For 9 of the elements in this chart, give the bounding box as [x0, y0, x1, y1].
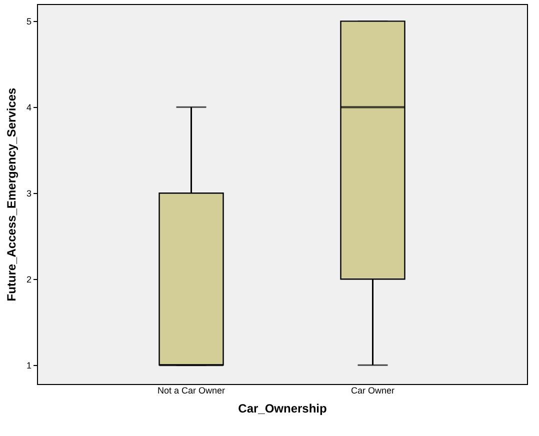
y-tick-label: 3	[26, 188, 32, 199]
x-tick-label: Car Owner	[350, 386, 394, 396]
y-tick-label: 4	[26, 102, 32, 113]
y-tick-label: 2	[26, 274, 32, 285]
y-axis-title: Future_Access_Emergency_Services	[4, 87, 18, 302]
x-axis-title: Car_Ownership	[238, 402, 327, 416]
x-tick-label: Not a Car Owner	[157, 386, 226, 396]
y-tick-label: 5	[26, 16, 32, 27]
y-tick-label: 1	[26, 360, 32, 371]
